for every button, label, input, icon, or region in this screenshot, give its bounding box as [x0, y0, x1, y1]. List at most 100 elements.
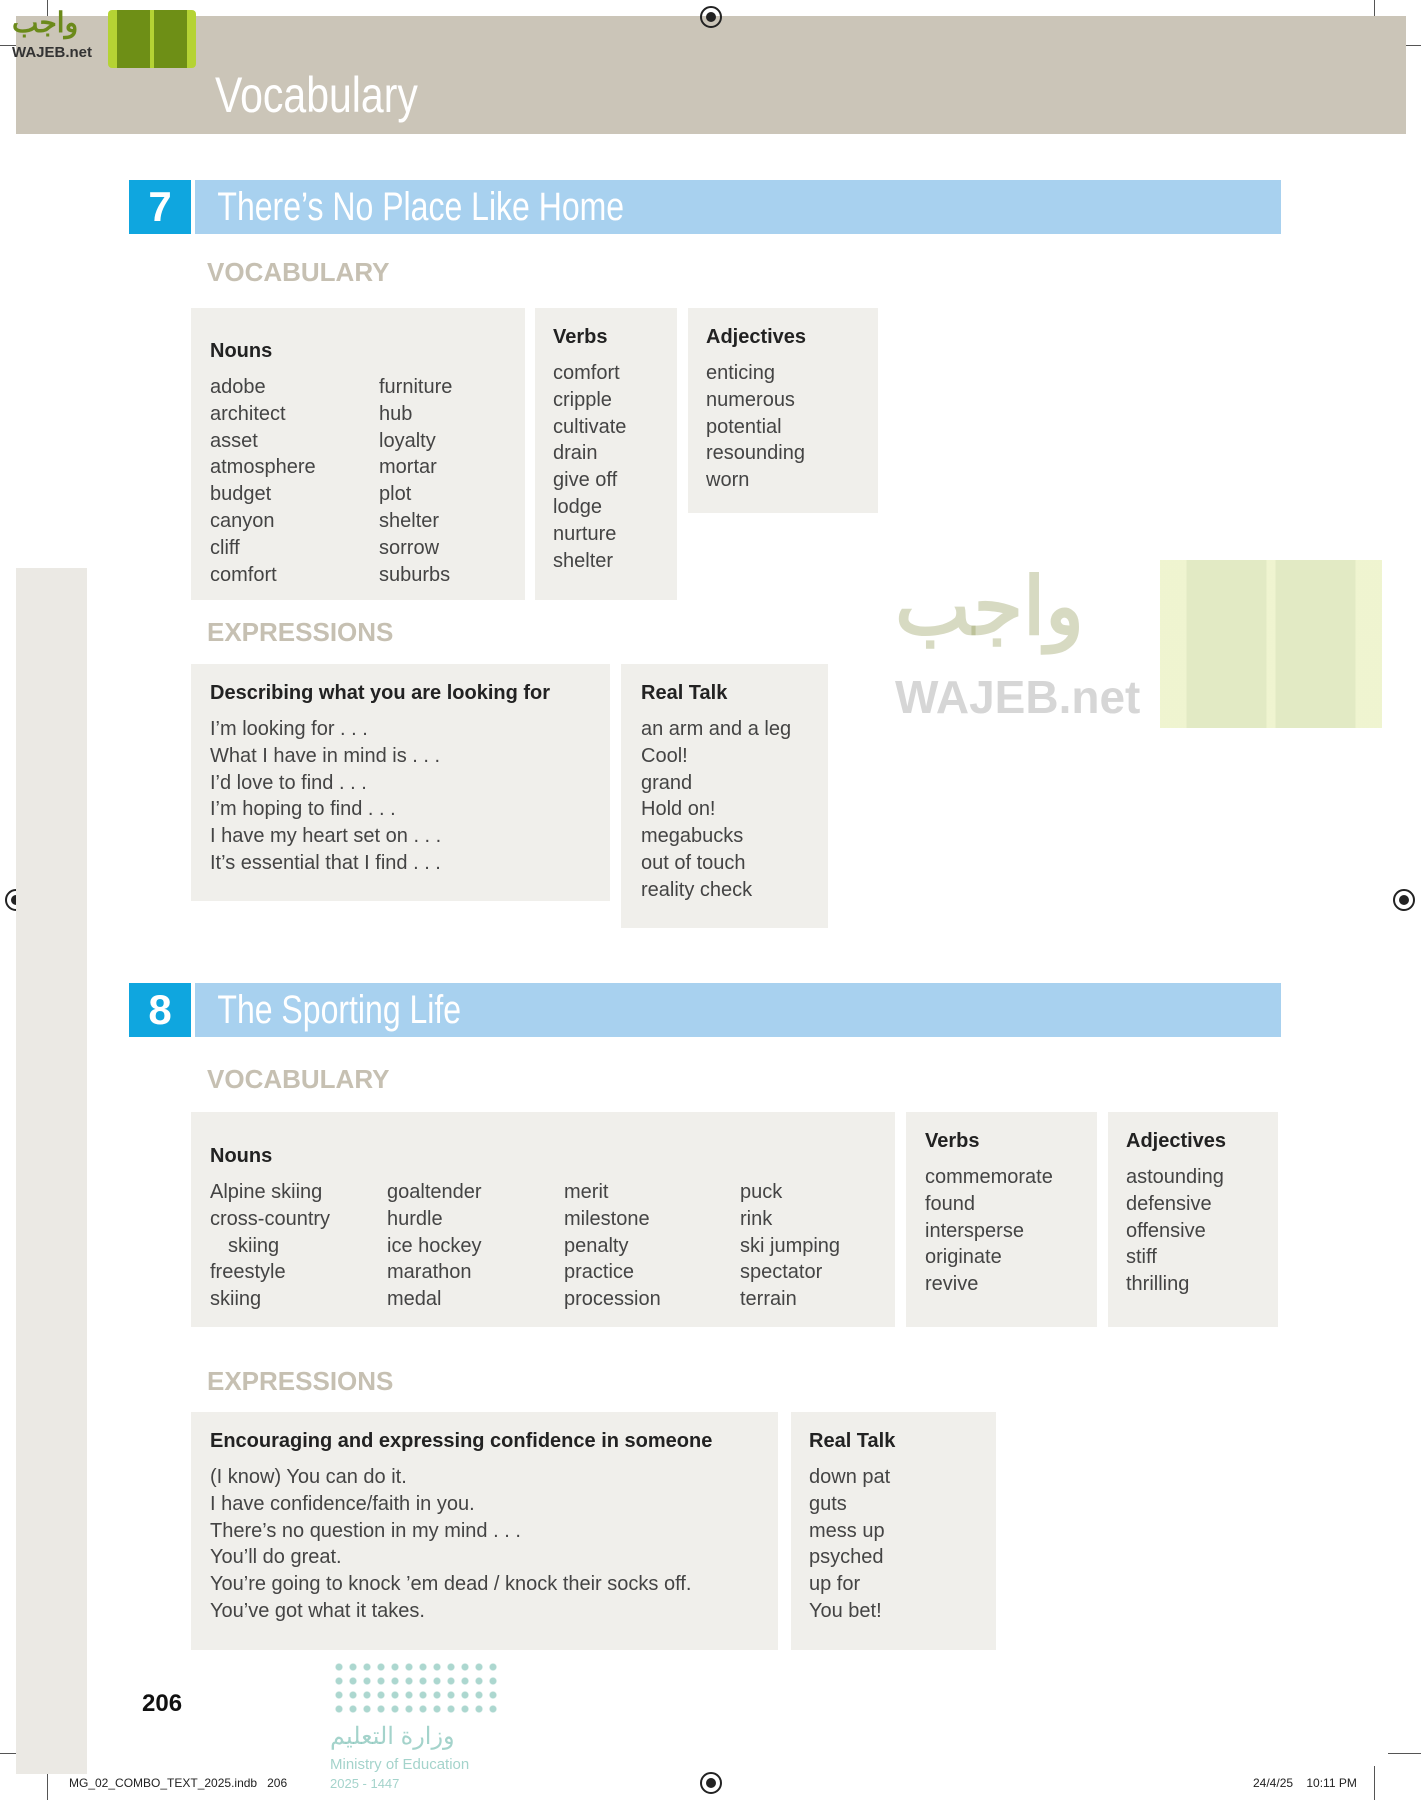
expression: down pat	[809, 1466, 891, 1488]
word: skiing	[210, 1288, 262, 1311]
verbs-heading: Verbs	[553, 326, 608, 348]
watermark-book-icon	[1160, 560, 1382, 728]
word: puck	[740, 1181, 783, 1203]
page-number: 206	[142, 1690, 183, 1717]
expression: You’re going to knock ’em dead / knock t…	[210, 1573, 692, 1596]
expression: out of touch	[641, 851, 746, 874]
word: architect	[210, 402, 286, 425]
word: defensive	[1126, 1192, 1212, 1215]
logo-arabic: واجب	[12, 7, 79, 38]
adjectives-list: enticing numerous potential resounding worn	[706, 360, 805, 494]
expression: It’s essential that I find . . .	[210, 851, 441, 874]
adjectives-box: Adjectives astounding defensive offensive s…	[1108, 1112, 1278, 1327]
expressions-label: EXPRESSIONS	[207, 1366, 394, 1396]
word: drain	[553, 442, 598, 465]
word: revive	[925, 1273, 979, 1296]
expression: reality check	[641, 878, 753, 901]
word: hub	[379, 402, 413, 425]
word: cultivate	[553, 415, 627, 438]
nouns-column: Alpine skiing cross-country skiing freestyl…	[210, 1179, 330, 1313]
expression: What I have in mind is . . .	[210, 744, 441, 767]
real-talk-box: Real Talk down pat guts mess up psyched up f…	[791, 1412, 996, 1650]
word: loyalty	[379, 429, 436, 452]
word: originate	[925, 1246, 1002, 1269]
expression: I have my heart set on . . .	[210, 825, 442, 848]
footer-file-info: MG_02_COMBO_TEXT_2025.indb 206	[69, 1776, 288, 1790]
unit-title-bar: The Sporting Life	[195, 983, 1281, 1037]
expression: You’ve got what it takes.	[210, 1599, 425, 1622]
registration-mark-icon	[700, 6, 722, 28]
left-margin-strip	[16, 568, 87, 1774]
expression: I’m looking for . . .	[210, 718, 368, 740]
expression: up for	[809, 1573, 861, 1596]
expressions-list: I’m looking for . . . What I have in mind…	[210, 716, 441, 877]
word: skiing	[228, 1234, 280, 1257]
wajeb-logo: واجب WAJEB.net	[10, 6, 196, 68]
expression: megabucks	[641, 825, 744, 848]
expressions-box: Encouraging and expressing confidence in…	[191, 1412, 778, 1650]
word: potential	[706, 415, 782, 438]
word: thrilling	[1126, 1273, 1190, 1296]
word: penalty	[564, 1234, 629, 1257]
verbs-box: Verbs commemorate found intersperse origina…	[906, 1112, 1097, 1327]
word: mortar	[379, 456, 437, 479]
word: shelter	[379, 509, 440, 532]
word: hurdle	[387, 1207, 443, 1230]
word: goaltender	[387, 1181, 482, 1203]
watermark-arabic: واجب	[895, 562, 1084, 651]
registration-mark-icon	[700, 1772, 722, 1794]
nouns-heading: Nouns	[210, 1145, 273, 1167]
real-talk-box: Real Talk an arm and a leg Cool! grand Hold…	[621, 664, 828, 928]
word: practice	[564, 1261, 635, 1284]
nouns-heading: Nouns	[210, 340, 273, 362]
expression: I’m hoping to find . . .	[210, 798, 396, 821]
real-talk-heading: Real Talk	[809, 1430, 896, 1452]
nouns-column: adobe architect asset atmosphere budget canyo…	[210, 374, 316, 588]
word: ice hockey	[387, 1234, 482, 1257]
word: give off	[553, 469, 618, 492]
expression: grand	[641, 771, 693, 794]
word: medal	[387, 1288, 442, 1311]
watermark-latin: WAJEB.net	[895, 671, 1141, 723]
nouns-box: Nouns adobe architect asset atmosphere budge…	[191, 308, 525, 600]
verbs-heading: Verbs	[925, 1130, 980, 1152]
word: worn	[706, 469, 750, 492]
nouns-column: furniture hub loyalty mortar plot shelter sorr…	[379, 374, 452, 588]
word: rink	[740, 1207, 773, 1230]
expression: There’s no question in my mind . . .	[210, 1519, 521, 1542]
word: found	[925, 1192, 976, 1215]
expression: You’ll do great.	[210, 1546, 342, 1569]
word: terrain	[740, 1288, 797, 1311]
word: freestyle	[210, 1261, 286, 1284]
word: canyon	[210, 509, 275, 532]
nouns-column: merit milestone penalty practice procession	[564, 1179, 661, 1313]
word: enticing	[706, 362, 775, 384]
word: milestone	[564, 1207, 650, 1230]
footer-date: 24/4/25 10:11 PM	[1253, 1776, 1357, 1790]
expressions-heading: Describing what you are looking for	[210, 682, 551, 704]
expression: an arm and a leg	[641, 718, 792, 740]
word: plot	[379, 483, 412, 506]
real-talk-list: down pat guts mess up psyched up for You bet!	[809, 1464, 890, 1625]
word: procession	[564, 1288, 661, 1311]
expression: Hold on!	[641, 798, 716, 821]
word: cliff	[210, 536, 240, 559]
word: ski jumping	[740, 1234, 841, 1257]
nouns-box: Nouns Alpine skiing cross-country skiing fr…	[191, 1112, 895, 1327]
unit-title: There’s No Place Like Home	[217, 185, 625, 229]
word: cripple	[553, 388, 612, 411]
word: stiff	[1126, 1246, 1157, 1269]
word: numerous	[706, 388, 795, 411]
vocabulary-label: VOCABULARY	[207, 1064, 390, 1094]
expression: Cool!	[641, 744, 688, 767]
word: intersperse	[925, 1219, 1024, 1242]
word: comfort	[210, 563, 277, 586]
word: budget	[210, 483, 272, 506]
ministry-english: Ministry of Education	[330, 1756, 470, 1773]
word: furniture	[379, 376, 453, 398]
expression: You bet!	[809, 1599, 882, 1622]
adjectives-heading: Adjectives	[706, 326, 807, 348]
ministry-arabic: وزارة التعليم	[330, 1723, 455, 1750]
word: marathon	[387, 1261, 472, 1284]
adjectives-list: astounding defensive offensive stiff thrilli…	[1126, 1164, 1224, 1298]
